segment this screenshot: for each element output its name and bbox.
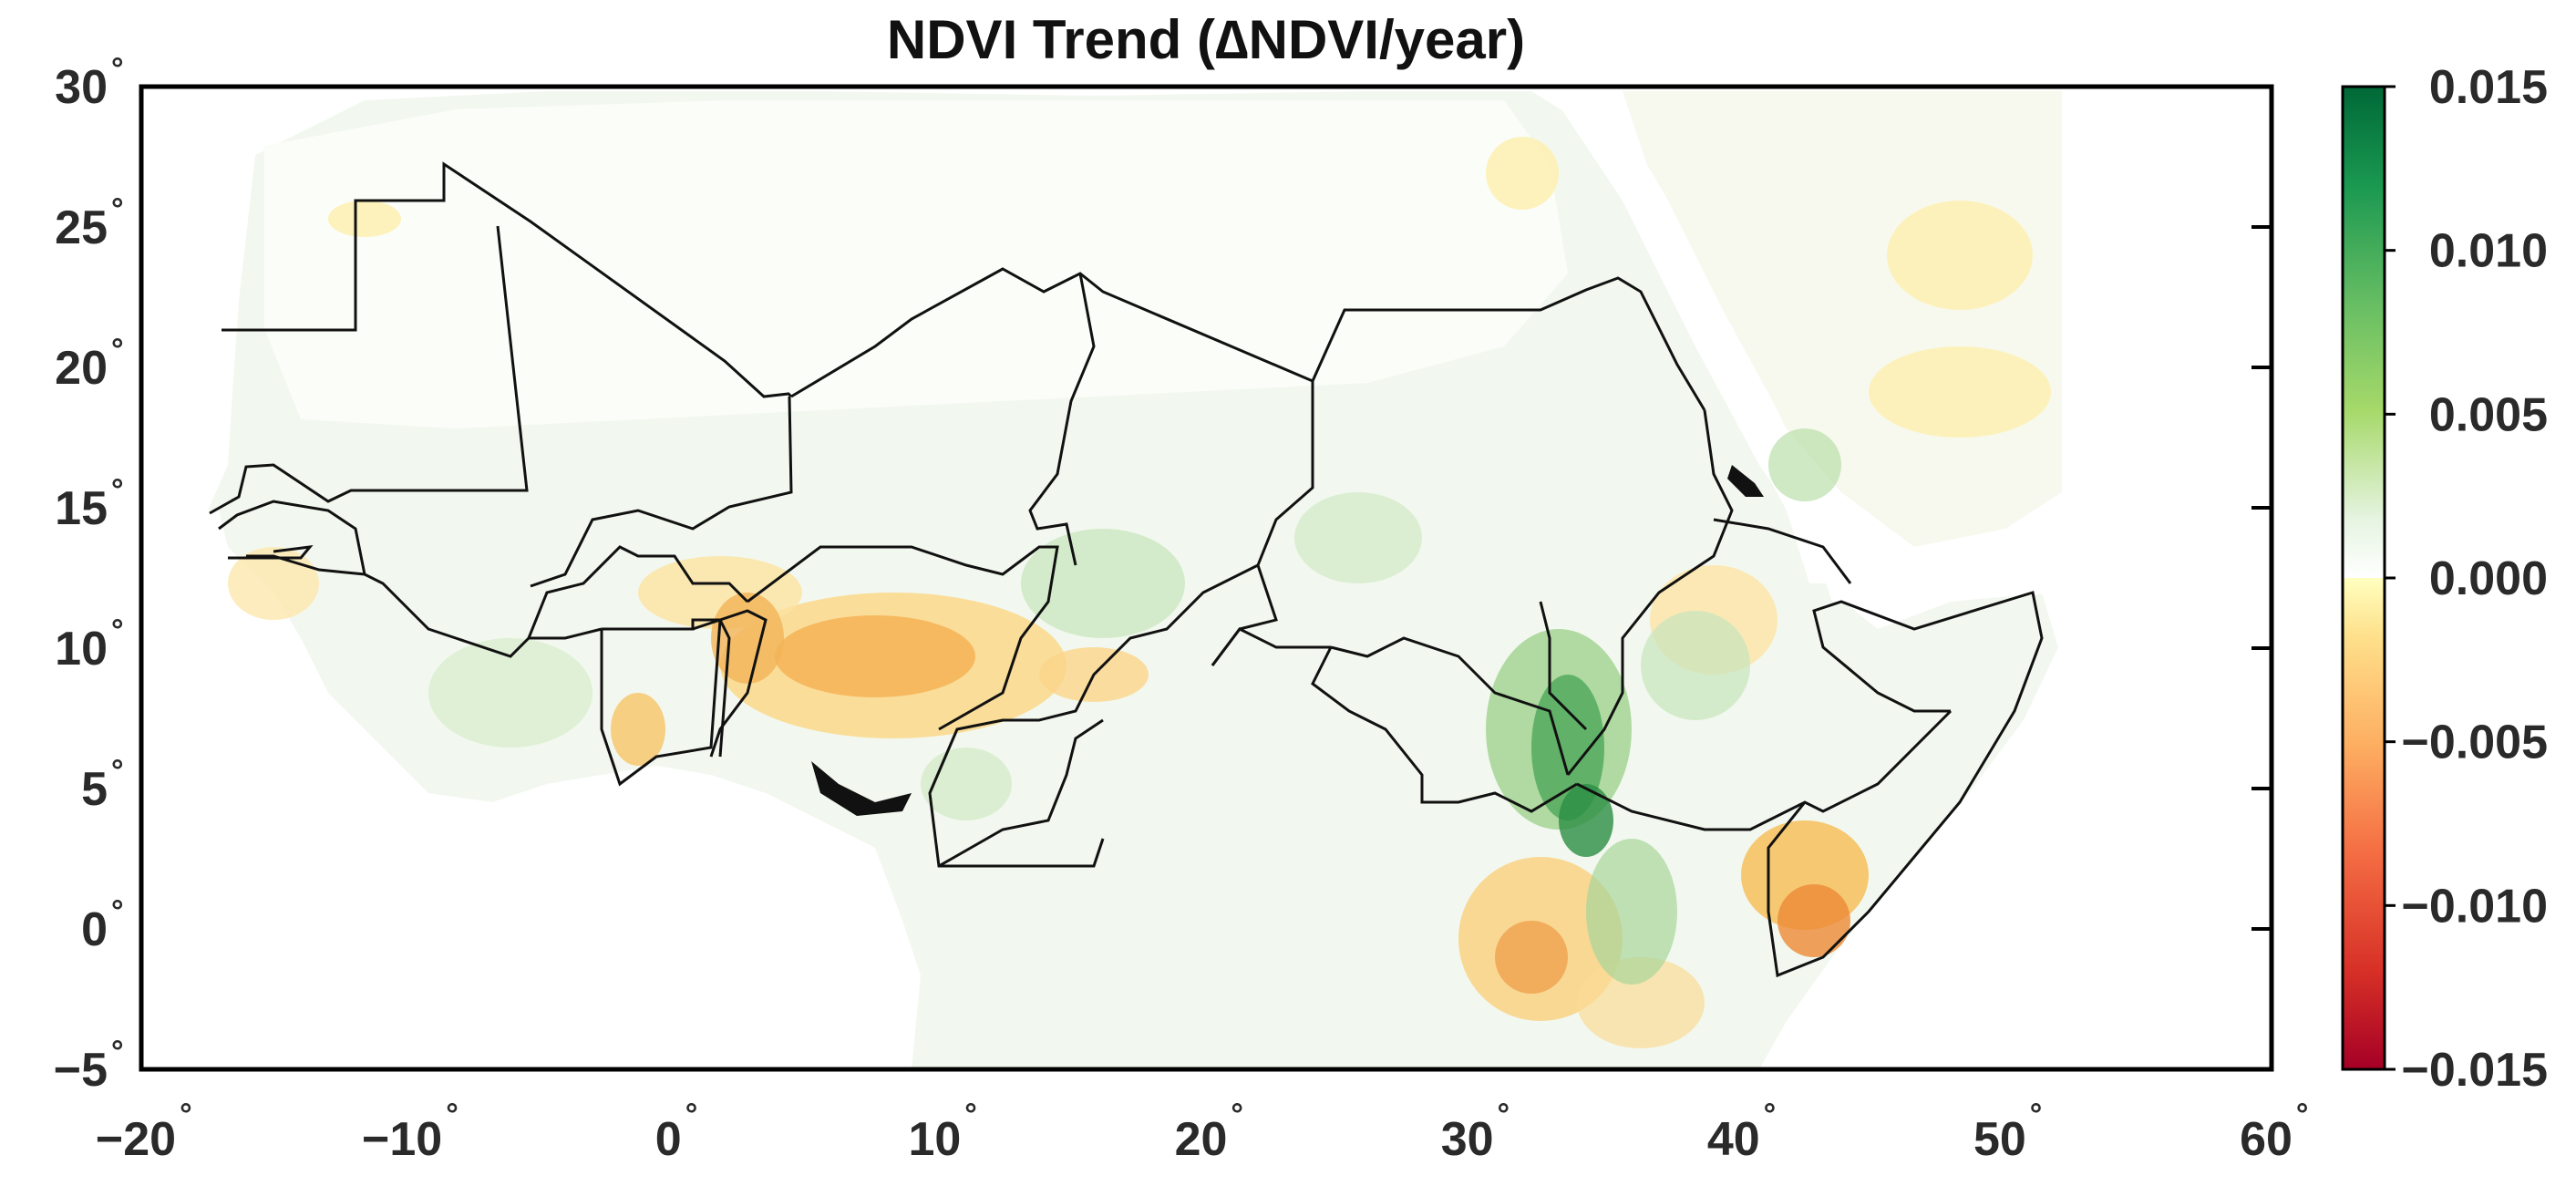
- y-axis-ticks: 30 °25 °20 °15 °10 °5 °0 °−5 °: [54, 52, 2272, 1097]
- colorbar-tick-label: 0.015: [2429, 61, 2548, 114]
- gulf-of-aden: [1823, 565, 2062, 602]
- y-tick-label: 30: [55, 61, 108, 114]
- colorbar-tick-label: −0.010: [2402, 880, 2549, 933]
- x-tick-label: −10: [362, 1113, 442, 1166]
- x-axis-ticks: −20 ° −10 ° 0 ° 10 ° 20 ° 30 ° 40 ° 50 ° 60 °: [96, 1098, 2309, 1166]
- y-tick-label: 0: [81, 903, 108, 956]
- y-degree-symbol: °: [111, 1035, 124, 1069]
- sahara-region: [264, 100, 1568, 428]
- x-degree-symbol: °: [685, 1098, 698, 1132]
- colorbar-tick-label: −0.005: [2402, 717, 2549, 769]
- x-degree-symbol: °: [2296, 1098, 2309, 1132]
- y-degree-symbol: °: [111, 614, 124, 648]
- x-tick-label: 40: [1707, 1113, 1760, 1166]
- x-degree-symbol: °: [964, 1098, 977, 1132]
- x-tick-label: 30: [1441, 1113, 1494, 1166]
- browning-patches: [228, 137, 2051, 1048]
- x-tick-label: 50: [1973, 1113, 2026, 1166]
- x-degree-symbol: °: [446, 1098, 459, 1132]
- y-tick-label: 20: [55, 342, 108, 395]
- x-degree-symbol: °: [1764, 1098, 1777, 1132]
- y-tick-label: −5: [54, 1044, 108, 1097]
- red-sea: [1550, 91, 1832, 583]
- y-tick-label: 25: [55, 201, 108, 254]
- x-degree-symbol: °: [1498, 1098, 1510, 1132]
- danakil-depression: [1727, 465, 1764, 497]
- y-tick-label: 15: [55, 482, 108, 535]
- colorbar-tick-label: 0.000: [2429, 552, 2548, 605]
- colorbar-gradient: [2341, 85, 2386, 1071]
- x-tick-label: 10: [908, 1113, 961, 1166]
- country-borders: [209, 161, 2044, 978]
- y-degree-symbol: °: [111, 333, 124, 367]
- map-title: NDVI Trend (∆NDVI/year): [887, 9, 1525, 70]
- x-tick-label: 0: [655, 1113, 682, 1166]
- y-degree-symbol: °: [111, 52, 124, 87]
- colorbar-tick-label: −0.015: [2402, 1044, 2549, 1097]
- x-tick-label: −20: [96, 1113, 176, 1166]
- y-degree-symbol: °: [111, 894, 124, 929]
- y-degree-symbol: °: [111, 473, 124, 508]
- x-tick-label: 20: [1175, 1113, 1228, 1166]
- map-plot-area: [141, 87, 2272, 1069]
- map-frame: [139, 84, 2274, 1072]
- y-degree-symbol: °: [111, 754, 124, 789]
- x-tick-label: 60: [2240, 1113, 2293, 1166]
- colorbar: 0.015 0.010 0.005 0.000 −0.005 −0.010 −0.015: [2341, 61, 2548, 1097]
- y-tick-label: 5: [81, 763, 108, 816]
- colorbar-ticks: 0.015 0.010 0.005 0.000 −0.005 −0.010 −0.015: [2385, 61, 2548, 1097]
- niger-delta: [811, 761, 912, 816]
- x-degree-symbol: °: [1231, 1098, 1243, 1132]
- y-tick-label: 10: [55, 623, 108, 676]
- y-degree-symbol: °: [111, 192, 124, 227]
- colorbar-tick-label: 0.005: [2429, 388, 2548, 441]
- x-degree-symbol: °: [2030, 1098, 2043, 1132]
- x-degree-symbol: °: [180, 1098, 192, 1132]
- colorbar-tick-label: 0.010: [2429, 225, 2548, 278]
